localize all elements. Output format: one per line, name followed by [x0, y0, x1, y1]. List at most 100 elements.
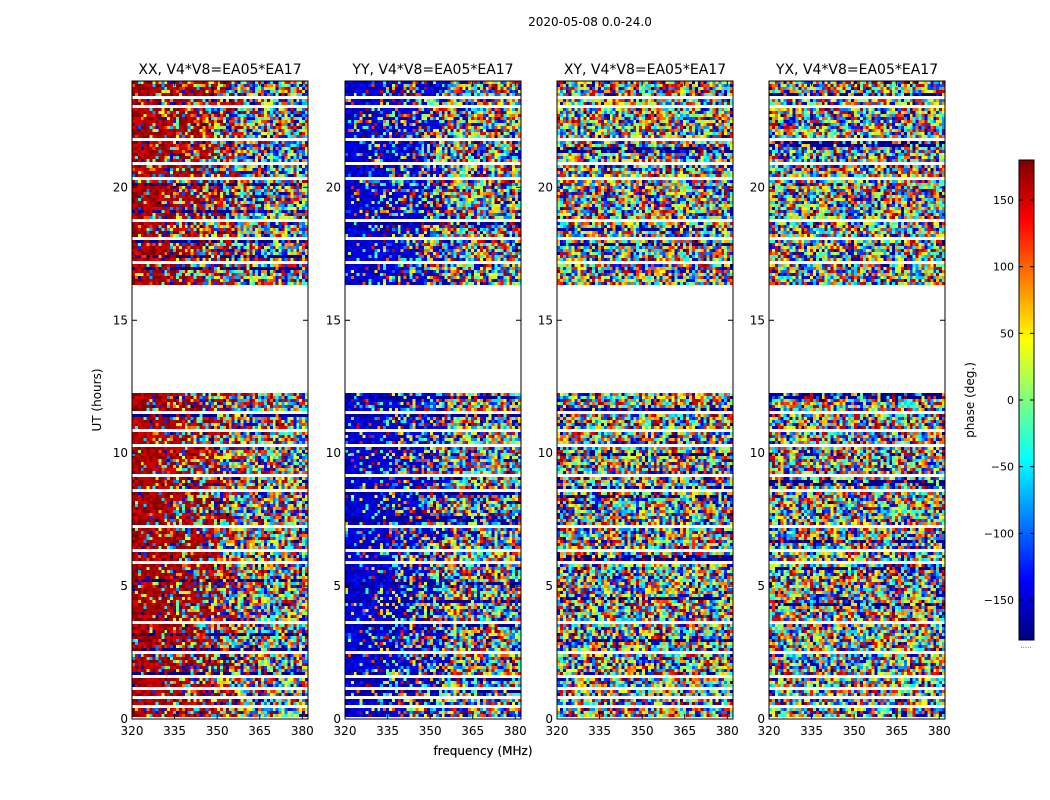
heatmap-cell [258, 108, 261, 111]
heatmap-cell [249, 117, 252, 120]
heatmap-cell [153, 117, 156, 120]
heatmap-cell [185, 87, 188, 90]
heatmap-cell [267, 93, 270, 96]
heatmap-cell [226, 87, 229, 90]
heatmap-cell [167, 84, 170, 87]
heatmap-cell [241, 84, 244, 87]
heatmap-cells [132, 81, 308, 717]
heatmap-cell [282, 111, 285, 114]
heatmap-cell [197, 87, 200, 90]
heatmap-cell [290, 90, 293, 93]
heatmap-cell [182, 93, 185, 96]
heatmap-cell [246, 108, 249, 111]
heatmap-cell [299, 102, 302, 105]
heatmap-cell [205, 102, 208, 105]
heatmap-cell [249, 102, 252, 105]
heatmap-cell [273, 114, 276, 117]
heatmap-cell [164, 108, 167, 111]
heatmap-cell [141, 108, 144, 111]
heatmap-cell [270, 114, 273, 117]
heatmap-cell [290, 117, 293, 120]
heatmap-cell [235, 114, 238, 117]
heatmap-cell [179, 111, 182, 114]
heatmap-cell [197, 111, 200, 114]
heatmap-cell [279, 114, 282, 117]
heatmap-row [132, 99, 308, 102]
heatmap-cell [167, 108, 170, 111]
heatmap-cell [285, 114, 288, 117]
heatmap-cell [296, 111, 299, 114]
heatmap-cell [138, 87, 141, 90]
heatmap-cell [241, 93, 244, 96]
heatmap-cell [173, 99, 176, 102]
heatmap-cell [179, 117, 182, 120]
heatmap-cell [299, 87, 302, 90]
heatmap-cell [252, 117, 255, 120]
heatmap-cell [179, 108, 182, 111]
heatmap-cell [243, 99, 246, 102]
heatmap-cell [167, 87, 170, 90]
heatmap-cell [182, 87, 185, 90]
heatmap-cell [273, 90, 276, 93]
heatmap-cell [158, 99, 161, 102]
heatmap-cell [285, 84, 288, 87]
heatmap-cell [147, 117, 150, 120]
heatmap-cell [138, 108, 141, 111]
heatmap-row [132, 93, 308, 96]
heatmap-cell [270, 117, 273, 120]
heatmap-cell [161, 87, 164, 90]
heatmap-cell [299, 114, 302, 117]
heatmap-cell [223, 99, 226, 102]
heatmap-cell [290, 84, 293, 87]
heatmap-cell [144, 93, 147, 96]
heatmap-cell [258, 87, 261, 90]
heatmap-cell [267, 114, 270, 117]
heatmap-cell [241, 114, 244, 117]
heatmap-cell [255, 114, 258, 117]
heatmap-cell [161, 117, 164, 120]
heatmap-cell [164, 87, 167, 90]
heatmap-cell [285, 90, 288, 93]
heatmap-cell [232, 111, 235, 114]
heatmap-cell [179, 84, 182, 87]
heatmap-cell [211, 84, 214, 87]
heatmap-cell [229, 114, 232, 117]
heatmap-cell [261, 87, 264, 90]
heatmap-cell [150, 84, 153, 87]
heatmap-cell [299, 117, 302, 120]
heatmap-cell [276, 87, 279, 90]
heatmap-row [132, 120, 308, 123]
heatmap-cell [267, 111, 270, 114]
heatmap-cell [141, 117, 144, 120]
heatmap-cell [220, 117, 223, 120]
heatmap-cell [264, 111, 267, 114]
heatmap-cell [252, 84, 255, 87]
heatmap-cell [167, 90, 170, 93]
heatmap-cell [141, 90, 144, 93]
heatmap-cell [179, 102, 182, 105]
heatmap-cell [144, 99, 147, 102]
heatmap-cell [255, 102, 258, 105]
heatmap-cell [147, 111, 150, 114]
heatmap-cell [226, 84, 229, 87]
heatmap-cell [282, 99, 285, 102]
heatmap-cell [155, 87, 158, 90]
heatmap-cell [179, 99, 182, 102]
heatmap-cell [232, 87, 235, 90]
heatmap-cell [252, 87, 255, 90]
heatmap-cell [261, 111, 264, 114]
heatmap-cell [173, 93, 176, 96]
heatmap-cell [249, 84, 252, 87]
heatmap-cell [191, 99, 194, 102]
heatmap-cell [226, 90, 229, 93]
heatmap-cell [147, 108, 150, 111]
heatmap-cell [208, 111, 211, 114]
heatmap-cell [296, 90, 299, 93]
heatmap-cell [135, 84, 138, 87]
heatmap-cell [202, 117, 205, 120]
heatmap-cell [276, 99, 279, 102]
heatmap-cell [211, 90, 214, 93]
heatmap-cell [276, 93, 279, 96]
heatmap-cell [255, 99, 258, 102]
heatmap-cell [232, 108, 235, 111]
